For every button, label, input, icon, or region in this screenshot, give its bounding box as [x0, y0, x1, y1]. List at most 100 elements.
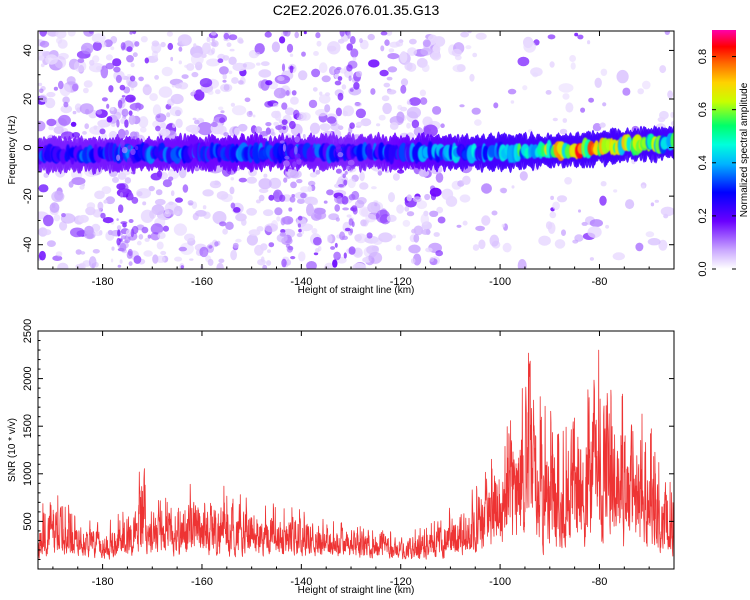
heatmap-noise-blob [134, 41, 140, 47]
heatmap-noise-blob [155, 125, 161, 132]
heatmap-noise-blob [46, 240, 56, 248]
spectrogram-y-tick-label: 20 [22, 93, 34, 105]
heatmap-noise-blob [78, 262, 86, 269]
heatmap-noise-blob [248, 229, 261, 237]
heatmap-noise-blob [300, 192, 307, 199]
heatmap-noise-blob [237, 123, 248, 132]
snr-y-ticks: 500 1000 1500 2000 2500 [22, 319, 674, 570]
heatmap-noise-blob [132, 31, 137, 35]
heatmap-noise-blob [538, 235, 551, 246]
heatmap-noise-blob [166, 112, 171, 118]
heatmap-noise-blob [206, 36, 211, 43]
heatmap-noise-blob [429, 257, 434, 263]
heatmap-noise-blob [318, 94, 331, 104]
heatmap-noise-blob [121, 146, 128, 154]
heatmap-noise-blob [135, 145, 139, 151]
heatmap-noise-blob [260, 61, 270, 67]
heatmap-noise-blob [180, 265, 184, 269]
heatmap-noise-blob [489, 234, 500, 247]
heatmap-noise-blob [260, 243, 268, 251]
heatmap-noise-blob [170, 190, 175, 197]
heatmap-noise-blob [152, 254, 159, 264]
heatmap-noise-blob [72, 83, 79, 92]
heatmap-noise-blob [578, 209, 581, 213]
heatmap-noise-blob [334, 204, 341, 212]
colorbar-tick-label: 0.2 [697, 208, 709, 223]
heatmap-noise-blob [306, 261, 317, 269]
heatmap-noise-blob [346, 64, 353, 72]
heatmap-noise-blob [605, 224, 610, 229]
heatmap-noise-blob [129, 31, 133, 35]
heatmap-noise-blob [264, 31, 272, 38]
heatmap-noise-blob [460, 31, 469, 38]
heatmap-noise-blob [129, 97, 135, 101]
heatmap-noise-blob [287, 246, 294, 251]
heatmap-noise-blob [545, 221, 553, 230]
heatmap-noise-blob [406, 101, 411, 105]
heatmap-noise-blob [127, 74, 132, 77]
heatmap-noise-blob [235, 213, 247, 222]
heatmap-noise-blob [92, 41, 102, 51]
heatmap-noise-blob [654, 199, 659, 203]
heatmap-noise-blob [222, 228, 228, 235]
heatmap-noise-blob [341, 196, 349, 205]
heatmap-noise-blob [216, 262, 224, 269]
heatmap-noise-blob [366, 232, 373, 239]
heatmap-noise-blob [478, 239, 486, 250]
heatmap-noise-blob [117, 264, 122, 268]
heatmap-noise-blob [273, 87, 287, 99]
heatmap-noise-blob [133, 255, 142, 264]
heatmap-noise-blob [549, 61, 555, 68]
heatmap-noise-blob [181, 39, 190, 45]
heatmap-noise-blob [117, 128, 126, 140]
heatmap-noise-blob [120, 118, 126, 124]
heatmap-noise-blob [207, 90, 214, 95]
heatmap-noise-blob [296, 232, 303, 238]
heatmap-noise-blob [562, 93, 570, 100]
heatmap-noise-blob [397, 104, 403, 110]
spectrogram-x-label: Height of straight line (km) [298, 285, 415, 296]
heatmap-noise-blob [572, 239, 579, 244]
heatmap-noise-blob [120, 235, 127, 240]
heatmap-noise-blob [160, 250, 167, 256]
heatmap-noise-blob [208, 245, 213, 249]
heatmap-noise-blob [162, 225, 169, 232]
heatmap-noise-blob [334, 242, 338, 248]
heatmap-noise-blob [101, 186, 112, 195]
heatmap-noise-blob [326, 189, 334, 196]
heatmap-noise-blob [312, 87, 318, 92]
heatmap-noise-blob [119, 242, 127, 252]
heatmap-band-core [670, 132, 674, 150]
heatmap-noise-blob [459, 194, 471, 203]
heatmap-noise-blob [174, 83, 183, 89]
heatmap-noise-blob [166, 31, 173, 37]
snr-y-tick-label: 2000 [22, 366, 34, 390]
heatmap-noise-blob [169, 106, 183, 117]
heatmap-noise-blob [185, 124, 200, 133]
snr-series [38, 349, 674, 560]
heatmap-noise-blob [126, 55, 134, 63]
heatmap-noise-blob [429, 210, 439, 217]
heatmap-noise-blob [45, 54, 58, 65]
heatmap-noise-blob [167, 42, 174, 51]
heatmap-noise-blob [157, 232, 166, 239]
heatmap-noise-blob [290, 181, 297, 189]
heatmap-noise-blob [406, 122, 411, 129]
heatmap-noise-blob [407, 47, 417, 56]
heatmap-noise-blob [396, 111, 405, 123]
heatmap-noise-blob [110, 46, 115, 51]
heatmap-noise-blob [144, 237, 150, 242]
heatmap-noise-blob [395, 244, 402, 251]
heatmap-noise-blob [657, 116, 666, 123]
heatmap-noise-blob [670, 121, 674, 126]
snr-x-tick-label: -100 [489, 576, 511, 588]
heatmap-noise-blob [301, 230, 305, 235]
heatmap-noise-blob [359, 171, 365, 182]
heatmap-noise-blob [199, 246, 209, 258]
heatmap-noise-blob [254, 126, 263, 134]
heatmap-noise-blob [315, 169, 321, 175]
heatmap-noise-blob [112, 58, 122, 67]
spectrogram-x-tick-label: -160 [191, 276, 213, 288]
heatmap-noise-blob [119, 84, 126, 91]
